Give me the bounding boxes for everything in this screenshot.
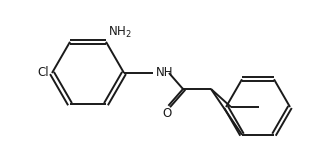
Text: O: O xyxy=(162,107,171,120)
Text: NH: NH xyxy=(156,66,173,78)
Text: NH$_2$: NH$_2$ xyxy=(108,25,132,40)
Text: Cl: Cl xyxy=(37,66,49,80)
